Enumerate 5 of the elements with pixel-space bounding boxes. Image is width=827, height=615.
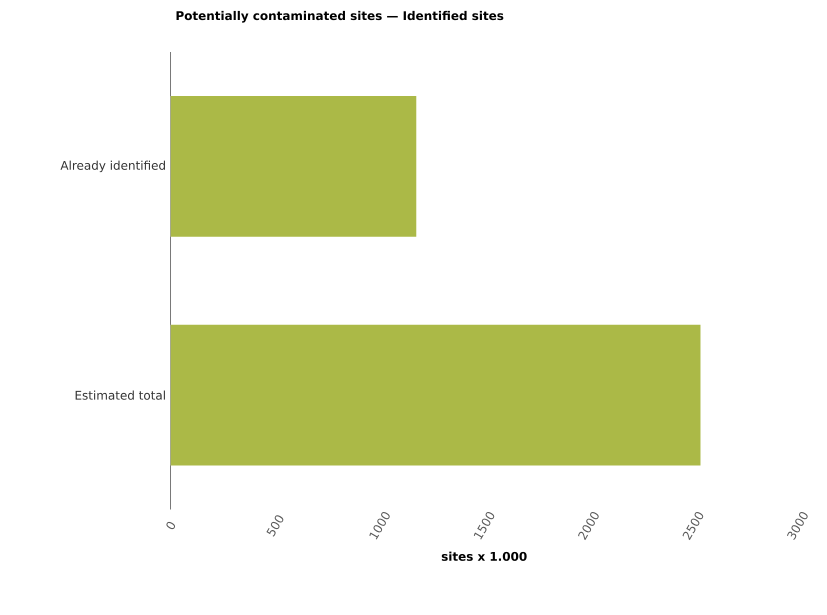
x-axis-title: sites x 1.000 bbox=[442, 552, 527, 561]
x-tick-label: 0 bbox=[166, 522, 176, 530]
y-tick-label: Estimated total bbox=[76, 390, 165, 400]
chart-title: Potentially contaminated sites — Identified sites bbox=[176, 10, 504, 23]
y-tick-label: Already identified bbox=[60, 160, 165, 172]
